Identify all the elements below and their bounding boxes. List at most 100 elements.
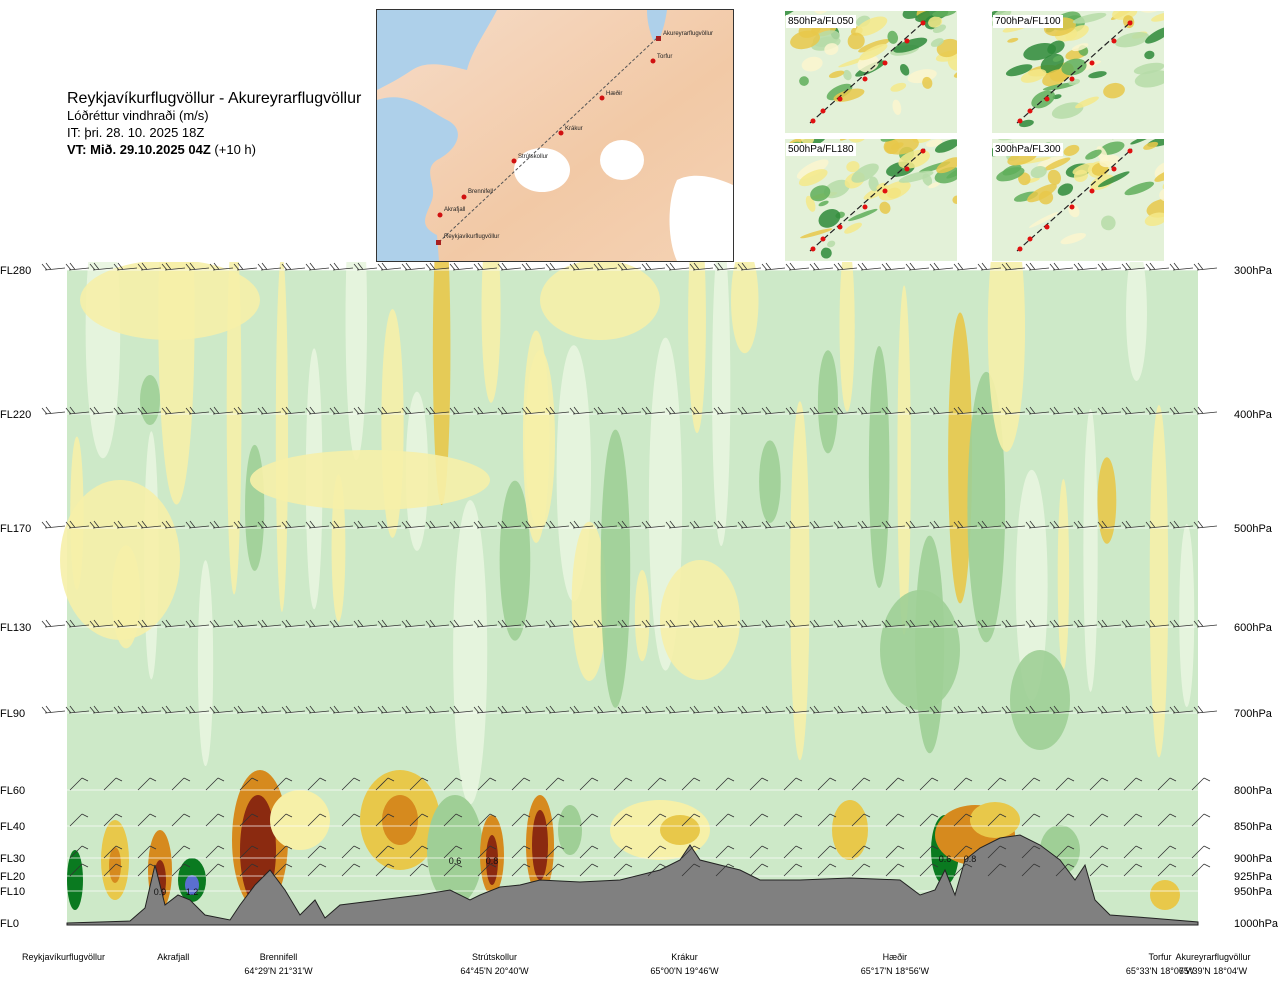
- wind-barb: [305, 406, 330, 415]
- wind-barb: [833, 262, 858, 271]
- field-cell: [67, 850, 83, 910]
- wind-barb: [641, 619, 666, 628]
- thumbnail-700hpa[interactable]: 700hPa/FL100: [992, 11, 1164, 133]
- field-cell: [185, 875, 199, 895]
- wind-barb: [209, 406, 234, 415]
- value-annotation: 0.6: [939, 854, 952, 864]
- wind-barb: [257, 619, 282, 628]
- wind-barb: [1121, 705, 1146, 714]
- wind-barb: [425, 619, 450, 628]
- thumbnail-route-point: [1044, 96, 1050, 102]
- wind-barb: [833, 520, 858, 529]
- wind-barb: [305, 520, 330, 529]
- wind-barb: [579, 863, 599, 877]
- thumbnail-route-point: [1027, 108, 1033, 114]
- wind-barb: [1193, 705, 1218, 714]
- map-route-points: [436, 36, 661, 245]
- value-annotation: 0.8: [964, 854, 977, 864]
- wind-barb: [425, 705, 450, 714]
- value-annotations: 0.9 1.2 0.6 0.8 0.6 0.8: [154, 854, 977, 897]
- map-point-akureyri: [656, 36, 661, 41]
- field-cell: [712, 262, 731, 547]
- thumbnail-route-point: [1069, 76, 1075, 82]
- wind-barb: [281, 705, 306, 714]
- wind-barb: [473, 262, 498, 271]
- wind-barb: [497, 705, 522, 714]
- field-cell: [60, 480, 180, 640]
- wind-barb: [239, 863, 259, 877]
- thumbnail-cell: [848, 208, 878, 222]
- pressure-level-label: 925hPa: [1234, 871, 1273, 883]
- wind-barb: [809, 705, 834, 714]
- field-cell: [532, 810, 548, 880]
- wind-barb: [185, 705, 210, 714]
- wind-barb: [881, 619, 906, 628]
- wind-barb: [69, 813, 89, 827]
- thumbnail-cell: [1145, 26, 1164, 44]
- wind-barb: [617, 520, 642, 529]
- thumbnail-700hpa-image: [992, 11, 1164, 133]
- wind-barb: [377, 406, 402, 415]
- wind-barb: [953, 262, 978, 271]
- thumbnail-cell: [847, 32, 865, 50]
- wind-barb: [1097, 262, 1122, 271]
- wind-barb: [449, 619, 474, 628]
- field-cell: [525, 350, 555, 530]
- field-cell: [197, 560, 214, 767]
- issue-time: IT: þri. 28. 10. 2025 18Z: [67, 125, 205, 140]
- wind-barb: [545, 262, 570, 271]
- wind-barb: [689, 705, 714, 714]
- location-name: Brennifell: [259, 952, 298, 962]
- map-label-torfur: Torfur: [657, 54, 672, 60]
- thumbnail-route-point: [1089, 188, 1095, 194]
- value-annotation: 1.2: [186, 887, 199, 897]
- pressure-level-label: 900hPa: [1234, 853, 1273, 865]
- wind-barb: [1157, 777, 1177, 791]
- wind-barb: [817, 777, 837, 791]
- flight-level-label: FL10: [0, 886, 25, 898]
- thumbnail-cell: [898, 170, 934, 183]
- wind-barb: [89, 619, 114, 628]
- thumbnail-cell: [1030, 166, 1047, 179]
- wind-barb: [113, 705, 138, 714]
- wind-barb: [617, 406, 642, 415]
- wind-barb: [545, 406, 570, 415]
- wind-barb: [569, 262, 594, 271]
- field-cell: [660, 815, 700, 845]
- map-label-akureyri: Akureyrarflugvöllur: [663, 31, 713, 37]
- wind-barb: [713, 262, 738, 271]
- wind-barb: [497, 520, 522, 529]
- thumbnail-300hpa[interactable]: 300hPa/FL300: [992, 139, 1164, 261]
- wind-barb: [885, 777, 905, 791]
- wind-barb: [761, 262, 786, 271]
- pressure-level-label: 500hPa: [1234, 523, 1273, 535]
- wind-barb: [929, 705, 954, 714]
- wind-barb: [185, 520, 210, 529]
- thumbnail-route-point: [810, 118, 816, 124]
- thumbnail-route-point: [862, 204, 868, 210]
- thumbnail-cell: [932, 11, 957, 18]
- wind-barb: [137, 705, 162, 714]
- thumbnail-cell: [1037, 156, 1066, 170]
- thumbnail-cell: [818, 200, 829, 207]
- wind-barb: [987, 845, 1007, 859]
- wind-barb: [1123, 777, 1143, 791]
- flight-level-label: FL20: [0, 871, 25, 883]
- wind-barb: [281, 262, 306, 271]
- thumbnail-cell: [890, 82, 907, 92]
- wind-barb: [257, 705, 282, 714]
- thumbnail-cell: [1103, 82, 1125, 99]
- wind-barb: [171, 863, 191, 877]
- thumbnail-850hpa[interactable]: 850hPa/FL050: [785, 11, 957, 133]
- thumbnail-route-point: [920, 148, 926, 154]
- thumbnail-500hpa[interactable]: 500hPa/FL180: [785, 139, 957, 261]
- thumbnail-300hpa-image: [992, 139, 1164, 261]
- thumbnail-500hpa-image: [785, 139, 957, 261]
- pressure-level-labels: 300hPa 400hPa 500hPa 600hPa 700hPa 800hPa 850h…: [1234, 265, 1279, 930]
- thumbnail-cell: [1144, 50, 1155, 60]
- wind-barb: [353, 705, 378, 714]
- wind-barb: [569, 705, 594, 714]
- thumbnail-cell: [810, 185, 831, 202]
- pressure-level-label: 300hPa: [1234, 265, 1273, 277]
- pressure-level-label: 800hPa: [1234, 785, 1273, 797]
